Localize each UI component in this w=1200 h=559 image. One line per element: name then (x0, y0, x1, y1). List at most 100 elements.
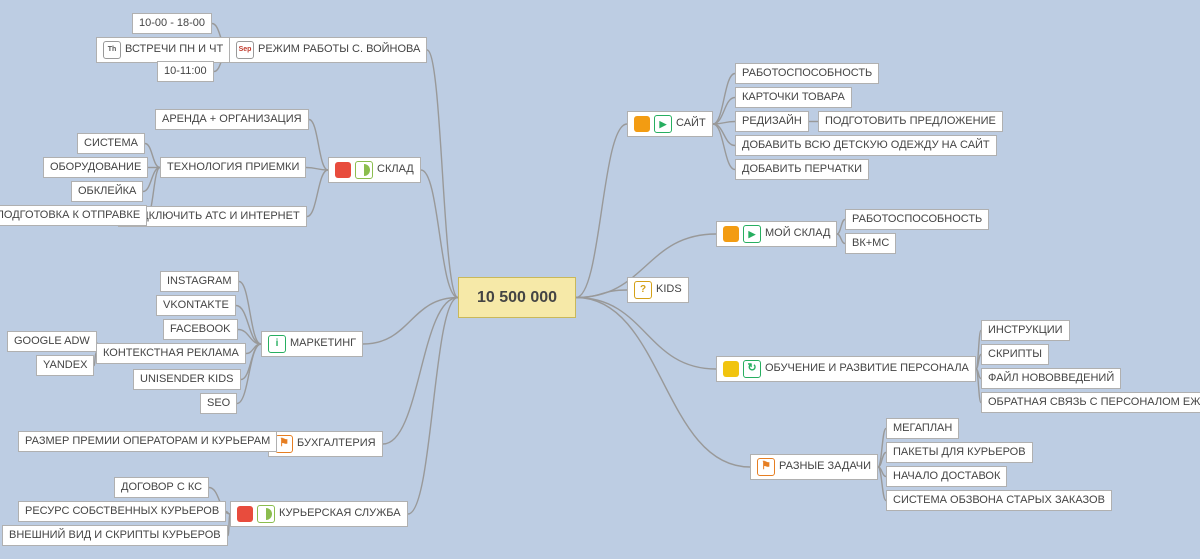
node-label: ДОБАВИТЬ ВСЮ ДЕТСКУЮ ОДЕЖДУ НА САЙТ (742, 139, 990, 152)
node-label: МЕГАПЛАН (893, 422, 952, 435)
node-c1[interactable]: ДОГОВОР С КС (114, 477, 209, 498)
num1-icon (335, 162, 351, 178)
node-t2[interactable]: СКРИПТЫ (981, 344, 1049, 365)
flag-icon (275, 435, 293, 453)
node-si2[interactable]: КАРТОЧКИ ТОВАРА (735, 87, 852, 108)
node-m4b[interactable]: YANDEX (36, 355, 94, 376)
node-mysklad[interactable]: МОЙ СКЛАД (716, 221, 837, 247)
node-label: 10 500 000 (477, 288, 557, 307)
node-label: ВК+МС (852, 237, 889, 250)
node-c2[interactable]: РЕСУРС СОБСТВЕННЫХ КУРЬЕРОВ (18, 501, 226, 522)
node-label: KIDS (656, 283, 682, 296)
node-buh[interactable]: БУХГАЛТЕРИЯ (268, 431, 383, 457)
flag-icon (757, 458, 775, 476)
node-m5[interactable]: UNISENDER KIDS (133, 369, 241, 390)
node-r1[interactable]: 10-00 - 18-00 (132, 13, 212, 34)
node-r3[interactable]: 10-11:00 (157, 61, 214, 82)
node-label: МАРКЕТИНГ (290, 337, 356, 350)
node-t3[interactable]: ФАЙЛ НОВОВВЕДЕНИЙ (981, 368, 1121, 389)
node-si1[interactable]: РАБОТОСПОСОБНОСТЬ (735, 63, 879, 84)
node-label: РЕДИЗАЙН (742, 115, 802, 128)
num3-icon (723, 361, 739, 377)
node-s2b[interactable]: ОБОРУДОВАНИЕ (43, 157, 148, 178)
node-label: ПОДКЛЮЧИТЬ АТС И ИНТЕРНЕТ (125, 210, 300, 223)
node-label: ДОГОВОР С КС (121, 481, 202, 494)
node-z4[interactable]: СИСТЕМА ОБЗВОНА СТАРЫХ ЗАКАЗОВ (886, 490, 1112, 511)
node-label: ОБУЧЕНИЕ И РАЗВИТИЕ ПЕРСОНАЛА (765, 362, 969, 375)
q-icon (634, 281, 652, 299)
node-m6[interactable]: SEO (200, 393, 237, 414)
node-label: НАЧАЛО ДОСТАВОК (893, 470, 1000, 483)
node-si3[interactable]: РЕДИЗАЙН (735, 111, 809, 132)
node-label: ПАКЕТЫ ДЛЯ КУРЬЕРОВ (893, 446, 1026, 459)
node-kids[interactable]: KIDS (627, 277, 689, 303)
cal-icon (236, 41, 254, 59)
node-courier[interactable]: КУРЬЕРСКАЯ СЛУЖБА (230, 501, 408, 527)
node-si4[interactable]: ДОБАВИТЬ ВСЮ ДЕТСКУЮ ОДЕЖДУ НА САЙТ (735, 135, 997, 156)
node-label: ПОДГОТОВИТЬ ПРЕДЛОЖЕНИЕ (825, 115, 996, 128)
node-site[interactable]: САЙТ (627, 111, 713, 137)
node-z1[interactable]: МЕГАПЛАН (886, 418, 959, 439)
node-label: АРЕНДА + ОРГАНИЗАЦИЯ (162, 113, 302, 126)
node-s2[interactable]: ТЕХНОЛОГИЯ ПРИЕМКИ (160, 157, 306, 178)
node-si3a[interactable]: ПОДГОТОВИТЬ ПРЕДЛОЖЕНИЕ (818, 111, 1003, 132)
node-z3[interactable]: НАЧАЛО ДОСТАВОК (886, 466, 1007, 487)
node-label: РАБОТОСПОСОБНОСТЬ (742, 67, 872, 80)
node-label: РАЗМЕР ПРЕМИИ ОПЕРАТОРАМ И КУРЬЕРАМ (25, 435, 270, 448)
node-ms1[interactable]: РАБОТОСПОСОБНОСТЬ (845, 209, 989, 230)
num2-icon (723, 226, 739, 242)
node-label: РАБОТОСПОСОБНОСТЬ (852, 213, 982, 226)
play-icon (654, 115, 672, 133)
node-z2[interactable]: ПАКЕТЫ ДЛЯ КУРЬЕРОВ (886, 442, 1033, 463)
refresh-icon (743, 360, 761, 378)
node-s2a[interactable]: СИСТЕМА (77, 133, 145, 154)
node-label: СКЛАД (377, 163, 414, 176)
node-label: ОБРАТНАЯ СВЯЗЬ С ПЕРСОНАЛОМ ЕЖЕНЕДЕЛЬНО (988, 396, 1200, 409)
node-m1[interactable]: INSTAGRAM (160, 271, 239, 292)
node-t4[interactable]: ОБРАТНАЯ СВЯЗЬ С ПЕРСОНАЛОМ ЕЖЕНЕДЕЛЬНО (981, 392, 1200, 413)
node-label: РЕЖИМ РАБОТЫ С. ВОЙНОВА (258, 43, 420, 56)
node-label: ТЕХНОЛОГИЯ ПРИЕМКИ (167, 161, 299, 174)
node-label: БУХГАЛТЕРИЯ (297, 437, 376, 450)
node-marketing[interactable]: МАРКЕТИНГ (261, 331, 363, 357)
root-node[interactable]: 10 500 000 (458, 277, 576, 318)
node-s2d[interactable]: ПОДГОТОВКА К ОТПРАВКЕ (0, 205, 147, 226)
num2-icon (634, 116, 650, 132)
pie-icon (355, 161, 373, 179)
node-tasks[interactable]: РАЗНЫЕ ЗАДАЧИ (750, 454, 878, 480)
node-c3[interactable]: ВНЕШНИЙ ВИД И СКРИПТЫ КУРЬЕРОВ (2, 525, 228, 546)
node-label: МОЙ СКЛАД (765, 227, 830, 240)
node-s1[interactable]: АРЕНДА + ОРГАНИЗАЦИЯ (155, 109, 309, 130)
node-m3[interactable]: FACEBOOK (163, 319, 238, 340)
node-m4a[interactable]: GOOGLE ADW (7, 331, 97, 352)
node-sklad[interactable]: СКЛАД (328, 157, 421, 183)
node-label: ПОДГОТОВКА К ОТПРАВКЕ (0, 209, 140, 222)
node-label: 10-11:00 (164, 65, 207, 78)
node-ms2[interactable]: ВК+МС (845, 233, 896, 254)
play-icon (743, 225, 761, 243)
node-s2c[interactable]: ОБКЛЕЙКА (71, 181, 143, 202)
node-label: СИСТЕМА (84, 137, 138, 150)
node-label: ОБОРУДОВАНИЕ (50, 161, 141, 174)
node-r2[interactable]: ВСТРЕЧИ ПН И ЧТ (96, 37, 230, 63)
mindmap-canvas: 10 500 000 РЕЖИМ РАБОТЫ С. ВОЙНОВА СКЛАД МА… (0, 0, 1200, 559)
node-label: ИНСТРУКЦИИ (988, 324, 1063, 337)
node-rezhim[interactable]: РЕЖИМ РАБОТЫ С. ВОЙНОВА (229, 37, 427, 63)
node-t1[interactable]: ИНСТРУКЦИИ (981, 320, 1070, 341)
node-label: ФАЙЛ НОВОВВЕДЕНИЙ (988, 372, 1114, 385)
th-icon (103, 41, 121, 59)
node-m2[interactable]: VKONTAKTE (156, 295, 236, 316)
node-label: РЕСУРС СОБСТВЕННЫХ КУРЬЕРОВ (25, 505, 219, 518)
node-label: САЙТ (676, 117, 706, 130)
node-label: VKONTAKTE (163, 299, 229, 312)
node-b1[interactable]: РАЗМЕР ПРЕМИИ ОПЕРАТОРАМ И КУРЬЕРАМ (18, 431, 277, 452)
node-label: ВНЕШНИЙ ВИД И СКРИПТЫ КУРЬЕРОВ (9, 529, 221, 542)
node-label: GOOGLE ADW (14, 335, 90, 348)
node-si5[interactable]: ДОБАВИТЬ ПЕРЧАТКИ (735, 159, 869, 180)
node-label: FACEBOOK (170, 323, 231, 336)
node-m4[interactable]: КОНТЕКСТНАЯ РЕКЛАМА (96, 343, 246, 364)
node-label: КУРЬЕРСКАЯ СЛУЖБА (279, 507, 401, 520)
node-label: YANDEX (43, 359, 87, 372)
node-training[interactable]: ОБУЧЕНИЕ И РАЗВИТИЕ ПЕРСОНАЛА (716, 356, 976, 382)
node-label: UNISENDER KIDS (140, 373, 234, 386)
